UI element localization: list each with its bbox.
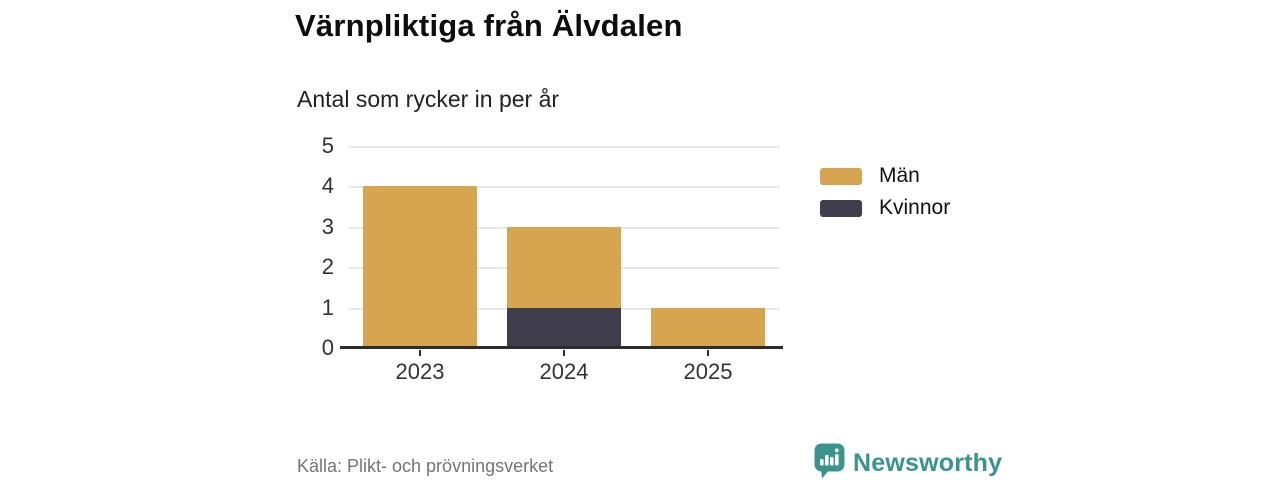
legend-swatch-kvinnor bbox=[820, 199, 862, 217]
x-axis-labels: 2023 2024 2025 bbox=[348, 359, 780, 387]
x-axis-tick bbox=[563, 350, 565, 356]
bar-segment-män-2023 bbox=[363, 186, 477, 348]
gridline bbox=[348, 146, 780, 148]
source-text: Källa: Plikt- och prövningsverket bbox=[297, 456, 554, 476]
brand-wordmark: Newsworthy bbox=[853, 448, 1003, 477]
bar-segment-kvinnor-2024 bbox=[507, 307, 621, 348]
legend-label: Kvinnor bbox=[879, 196, 951, 219]
y-axis-tick-label: 2 bbox=[321, 254, 334, 280]
y-axis-tick-label: 3 bbox=[321, 213, 334, 239]
bar-segment-män-2024 bbox=[507, 226, 621, 308]
plot-area bbox=[340, 146, 783, 356]
newsworthy-bubble-chart-icon bbox=[813, 442, 846, 480]
x-axis-tick-label: 2024 bbox=[539, 359, 589, 384]
legend-item-män: Män bbox=[820, 163, 950, 189]
y-axis-tick-label: 0 bbox=[321, 335, 334, 360]
x-axis-tick-label: 2025 bbox=[683, 359, 733, 384]
y-axis-labels: 0 1 2 3 4 5 bbox=[280, 135, 334, 359]
y-axis-tick-label: 4 bbox=[321, 173, 334, 199]
newsworthy-logo: Newsworthy bbox=[813, 442, 1002, 480]
chart-legend: Män Kvinnor bbox=[820, 163, 950, 227]
legend-label: Män bbox=[879, 164, 920, 187]
y-axis-tick-label: 5 bbox=[321, 133, 334, 158]
chart-subtitle: Antal som rycker in per år bbox=[297, 86, 560, 112]
gridline bbox=[348, 186, 780, 189]
bar-segment-män-2025 bbox=[651, 307, 765, 348]
x-axis-tick-label: 2023 bbox=[395, 359, 445, 384]
x-axis-tick bbox=[707, 350, 709, 356]
x-axis-line bbox=[340, 346, 783, 349]
y-axis-tick-label: 1 bbox=[321, 294, 334, 320]
page-title: Värnpliktiga från Älvdalen bbox=[295, 8, 683, 43]
legend-swatch-män bbox=[820, 167, 862, 185]
x-axis-tick bbox=[418, 350, 421, 356]
legend-item-kvinnor: Kvinnor bbox=[820, 195, 950, 221]
